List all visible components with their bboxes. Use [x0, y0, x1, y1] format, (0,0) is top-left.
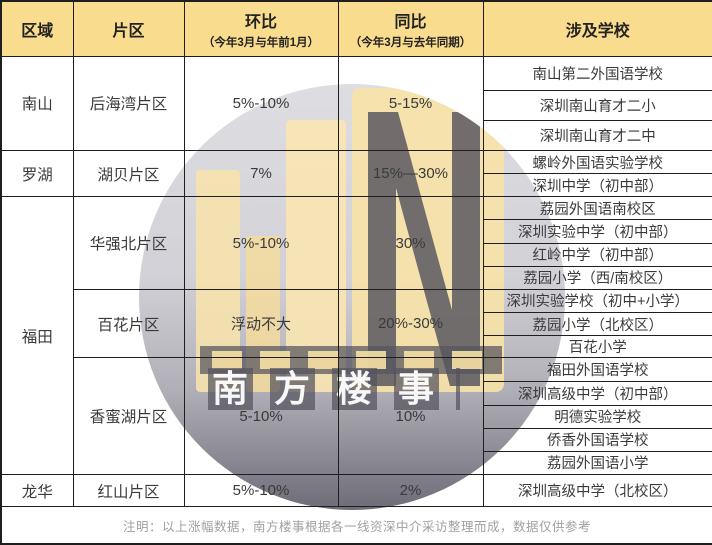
table-row: 深圳高级中学（初中部） — [1, 381, 712, 406]
school-cell: 荔园小学（西/南校区） — [482, 265, 712, 290]
header-cell-schools: 涉及学校 — [482, 0, 712, 57]
table-row: 罗湖 湖贝片区 7% 15%—30% 螺岭外国语实验学校 — [0, 150, 712, 198]
school-cell: 螺岭外国语实验学校 — [482, 150, 712, 175]
table-row: 南山 后海湾片区 5%-10% 5-15% 南山第二外国语学校 — [0, 55, 712, 152]
school-cell: 明德实验学校 — [482, 404, 712, 429]
header-cell-mom: 环比 （今年3月与年前1月） — [183, 0, 339, 57]
area-cell: 百花片区 — [72, 288, 185, 359]
table-row: 荔园小学（西/南校区） — [1, 265, 712, 290]
header-cell-yoy: 同比 （今年3月与去年同期） — [337, 0, 484, 57]
header-yoy-sublabel: （今年3月与去年同期） — [349, 36, 472, 49]
school-cell: 百花小学 — [482, 335, 712, 359]
yoy-cell: 5-15% — [337, 55, 484, 152]
yoy-cell: 10% — [337, 357, 484, 475]
yoy-cell: 30% — [337, 196, 484, 290]
region-cell: 南山 — [0, 55, 74, 152]
table-row: 百花片区 浮动不大 20%-30% 深圳实验学校（初中+小学） — [1, 288, 712, 359]
area-cell: 香蜜湖片区 — [72, 357, 185, 475]
area-cell: 湖贝片区 — [72, 150, 185, 198]
header-schools-label: 涉及学校 — [565, 22, 630, 40]
table-row: 侨香外国语学校 — [1, 427, 712, 452]
header-yoy-label: 同比 — [394, 13, 427, 31]
mom-cell: 5-10% — [183, 357, 339, 475]
header-cell-area: 片区 — [72, 0, 185, 57]
footer-row: 注明：以上涨幅数据，南方楼事根据各一线资深中介采访整理而成，数据仅供参考 — [0, 506, 712, 545]
table-row: 明德实验学校 — [1, 404, 712, 429]
yoy-cell: 2% — [337, 473, 484, 508]
area-cell: 红山片区 — [72, 473, 185, 508]
mom-cell: 5%-10% — [183, 196, 339, 290]
mom-cell: 浮动不大 — [183, 288, 339, 359]
school-cell: 深圳南山育才二中 — [482, 119, 712, 152]
yoy-cell: 15%—30% — [337, 150, 484, 198]
mom-cell: 5%-10% — [183, 473, 339, 508]
yoy-cell: 20%-30% — [337, 288, 484, 359]
header-cell-region: 区域 — [0, 0, 74, 57]
region-cell: 龙华 — [0, 473, 74, 508]
school-cell: 深圳高级中学（北校区） — [482, 473, 712, 508]
table-row: 福田 华强北片区 5%-10% 30% 荔园外国语南校区 — [0, 196, 712, 475]
header-mom-sublabel: （今年3月与年前1月） — [202, 36, 320, 49]
region-cell: 罗湖 — [0, 150, 74, 198]
table-row: 香蜜湖片区 5-10% 10% 福田外国语学校 — [1, 357, 712, 475]
school-cell: 深圳实验中学（初中部） — [482, 219, 712, 244]
header-mom-label: 环比 — [244, 13, 277, 31]
school-cell: 深圳高级中学（初中部） — [482, 381, 712, 406]
table-row: 深圳南山育才二中 — [1, 119, 712, 152]
footer-note: 注明：以上涨幅数据，南方楼事根据各一线资深中介采访整理而成，数据仅供参考 — [0, 506, 712, 545]
school-cell: 深圳中学（初中部） — [482, 173, 712, 198]
header-area-label: 片区 — [112, 22, 145, 40]
header-region-label: 区域 — [21, 22, 54, 40]
mom-cell: 5%-10% — [183, 55, 339, 152]
school-cell: 红岭中学（初中部） — [482, 242, 712, 267]
header-row: 区域 片区 环比 （今年3月与年前1月） 同比 （今年3月与去年同期） 涉及学校 — [0, 0, 712, 57]
school-cell: 深圳实验学校（初中+小学） — [482, 288, 712, 314]
mom-cell: 7% — [183, 150, 339, 198]
area-cell: 华强北片区 — [72, 196, 185, 290]
table-row: 荔园外国语小学 — [1, 450, 712, 476]
school-cell: 南山第二外国语学校 — [482, 55, 712, 91]
school-cell: 深圳南山育才二小 — [482, 89, 712, 121]
school-cell: 荔园外国语小学 — [482, 450, 712, 476]
region-cell: 福田 — [0, 196, 74, 475]
school-cell: 荔园小学（北校区） — [482, 312, 712, 337]
school-cell: 荔园外国语南校区 — [482, 196, 712, 221]
area-cell: 后海湾片区 — [72, 55, 185, 152]
table-row: 龙华 红山片区 5%-10% 2% 深圳高级中学（北校区） — [0, 473, 712, 508]
table-row: 荔园小学（北校区） — [1, 312, 712, 337]
school-cell: 侨香外国语学校 — [482, 427, 712, 452]
school-cell: 福田外国语学校 — [482, 357, 712, 383]
